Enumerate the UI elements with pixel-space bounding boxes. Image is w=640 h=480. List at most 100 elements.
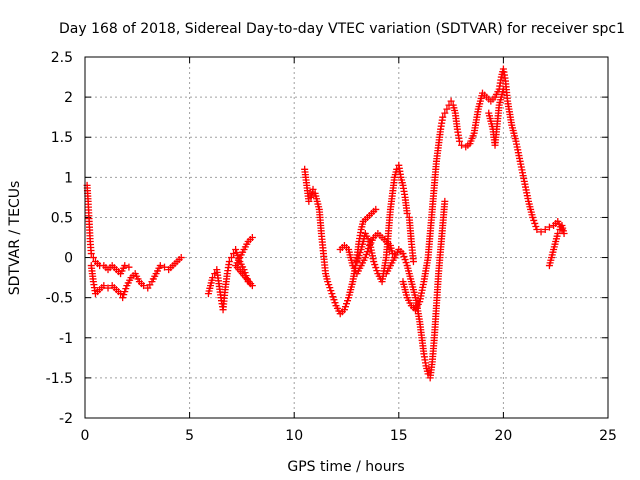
data-point xyxy=(533,225,541,233)
x-axis-label: GPS time / hours xyxy=(287,459,404,475)
data-point xyxy=(325,281,333,289)
data-point xyxy=(225,258,233,266)
data-point xyxy=(122,285,130,293)
data-point xyxy=(554,229,562,237)
data-point xyxy=(125,263,133,271)
data-point xyxy=(441,109,449,117)
data-point xyxy=(341,303,349,311)
y-tick-label: 2 xyxy=(64,90,73,106)
x-tick-label: 5 xyxy=(185,428,194,444)
y-tick-label: -1 xyxy=(59,331,73,347)
y-tick-label: 1 xyxy=(64,170,73,186)
data-point xyxy=(402,259,410,267)
plot-frame xyxy=(84,56,609,419)
data-point xyxy=(361,254,369,262)
data-point xyxy=(354,255,362,263)
data-point xyxy=(119,294,127,302)
data-point xyxy=(328,290,336,298)
data-point xyxy=(400,253,408,261)
satellite-track-4 xyxy=(301,165,380,318)
axis-ticks xyxy=(84,56,609,419)
satellite-track-3 xyxy=(204,234,256,314)
data-point xyxy=(309,185,317,193)
data-point xyxy=(232,246,240,254)
data-points xyxy=(83,65,568,382)
y-tick-label: -0.5 xyxy=(46,291,73,307)
data-point xyxy=(353,258,361,266)
data-point xyxy=(117,290,125,298)
grid xyxy=(85,57,608,418)
data-point xyxy=(560,229,568,237)
data-point xyxy=(409,258,417,266)
data-point xyxy=(329,293,337,301)
x-tick-label: 20 xyxy=(494,428,512,444)
data-point xyxy=(340,306,348,314)
y-tick-label: -2 xyxy=(59,411,73,427)
data-point xyxy=(305,197,313,205)
y-axis-label: SDTVAR / TECUs xyxy=(7,181,23,296)
data-point xyxy=(160,263,168,271)
data-point xyxy=(230,250,238,258)
data-point xyxy=(403,209,411,217)
data-point xyxy=(441,197,449,205)
x-tick-label: 10 xyxy=(285,428,303,444)
data-point xyxy=(344,297,352,305)
data-point xyxy=(499,85,507,93)
y-tick-label: 2.5 xyxy=(51,50,73,66)
data-point xyxy=(439,113,447,121)
data-point xyxy=(156,262,164,270)
data-point xyxy=(372,205,380,213)
data-point xyxy=(120,291,128,299)
data-point xyxy=(330,296,338,304)
chart-title: Day 168 of 2018, Sidereal Day-to-day VTE… xyxy=(59,21,625,37)
data-point xyxy=(399,250,407,258)
data-point xyxy=(458,141,466,149)
data-point xyxy=(530,216,538,224)
data-point xyxy=(355,252,363,260)
data-point xyxy=(389,250,397,258)
data-point xyxy=(363,248,371,256)
data-point xyxy=(529,213,537,221)
data-point xyxy=(362,251,370,259)
data-point xyxy=(541,225,549,233)
data-point xyxy=(89,254,97,262)
data-point xyxy=(87,250,95,258)
data-point xyxy=(372,264,380,272)
satellite-track-5 xyxy=(336,229,399,278)
data-point xyxy=(140,282,148,290)
data-point xyxy=(371,261,379,269)
y-tick-label: 1.5 xyxy=(51,130,73,146)
data-point xyxy=(227,254,235,262)
data-point xyxy=(531,219,539,227)
satellite-track-6 xyxy=(353,161,417,286)
data-point xyxy=(370,258,378,266)
data-point xyxy=(324,278,332,286)
data-point xyxy=(401,256,409,264)
satellite-track-7 xyxy=(382,197,449,382)
data-point xyxy=(327,287,335,295)
satellite-track-2 xyxy=(87,254,185,302)
satellite-track-1 xyxy=(83,181,133,278)
satellite-track-8 xyxy=(399,65,566,314)
x-tick-label: 0 xyxy=(81,428,90,444)
y-tick-label: 0.5 xyxy=(51,210,73,226)
data-point xyxy=(356,249,364,257)
data-point xyxy=(326,284,334,292)
data-point xyxy=(537,228,545,236)
data-point xyxy=(104,284,112,292)
y-tick-label: 0 xyxy=(64,251,73,267)
x-tick-label: 15 xyxy=(390,428,408,444)
x-tick-label: 25 xyxy=(599,428,617,444)
data-point xyxy=(532,222,540,230)
data-point xyxy=(248,234,256,241)
data-point xyxy=(447,97,455,105)
data-point xyxy=(455,137,463,145)
satellite-track-9 xyxy=(485,85,568,270)
data-point xyxy=(233,249,241,257)
y-tick-label: -1.5 xyxy=(46,371,73,387)
data-point xyxy=(331,299,339,307)
data-point xyxy=(373,267,381,275)
data-point xyxy=(443,105,451,113)
data-point xyxy=(121,262,129,270)
